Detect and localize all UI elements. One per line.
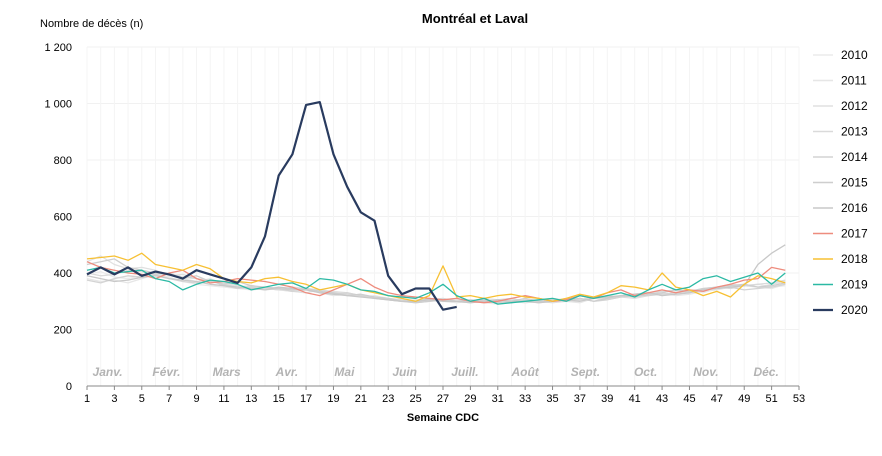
month-label: Août xyxy=(510,365,539,379)
series-lines xyxy=(86,100,786,311)
series-line-2018 xyxy=(86,252,786,302)
x-tick-label: 19 xyxy=(327,393,339,405)
x-tick-label: 3 xyxy=(111,393,117,405)
x-tick-label: 13 xyxy=(245,393,257,405)
legend-label-2017: 2017 xyxy=(841,227,868,241)
x-tick-label: 23 xyxy=(382,393,394,405)
x-tick-label: 35 xyxy=(546,393,558,405)
month-labels: Janv. Févr. Mars Avr. Mai Juin Juill. Août Sept.… xyxy=(93,365,779,379)
y-tick-label: 200 xyxy=(54,325,72,337)
legend-label-2015: 2015 xyxy=(841,176,868,190)
legend: 2010 2011 2012 2013 2014 2015 2016 2017 2018 2019… xyxy=(813,48,868,317)
series-line-2019 xyxy=(86,266,786,305)
x-tick-label: 41 xyxy=(629,393,641,405)
x-tick-label: 37 xyxy=(574,393,586,405)
y-axis-ticks: 0 200 400 600 800 1 000 1 200 xyxy=(44,42,72,393)
x-axis-label: Semaine CDC xyxy=(407,412,479,424)
x-tick-label: 49 xyxy=(738,393,750,405)
x-tick-label: 27 xyxy=(437,393,449,405)
x-tick-label: 21 xyxy=(355,393,367,405)
month-label: Mars xyxy=(213,365,241,379)
y-tick-label: 600 xyxy=(54,212,72,224)
x-tick-label: 47 xyxy=(711,393,723,405)
month-label: Janv. xyxy=(93,365,123,379)
x-tick-label: 15 xyxy=(273,393,285,405)
x-tick-label: 7 xyxy=(166,393,172,405)
legend-label-2010: 2010 xyxy=(841,48,868,62)
month-label: Mai xyxy=(334,365,355,379)
legend-label-2018: 2018 xyxy=(841,252,868,266)
y-tick-label: 1 000 xyxy=(44,99,72,111)
y-tick-label: 800 xyxy=(54,155,72,167)
y-tick-label: 400 xyxy=(54,268,72,280)
legend-label-2014: 2014 xyxy=(841,150,868,164)
legend-label-2012: 2012 xyxy=(841,99,868,113)
legend-label-2019: 2019 xyxy=(841,278,868,292)
y-tick-label: 0 xyxy=(66,381,72,393)
legend-label-2011: 2011 xyxy=(841,74,867,88)
month-label: Nov. xyxy=(693,365,718,379)
x-tick-label: 43 xyxy=(656,393,668,405)
month-label: Juin xyxy=(392,365,417,379)
x-axis: 1 3 5 7 9 11 13 15 17 19 21 23 25 27 29 31 33 35 37 39 41 43 4… xyxy=(84,385,805,405)
x-tick-label: 9 xyxy=(193,393,199,405)
legend-label-2013: 2013 xyxy=(841,125,868,139)
x-tick-label: 11 xyxy=(218,393,229,405)
month-label: Sept. xyxy=(571,365,600,379)
month-label: Avr. xyxy=(275,365,299,379)
x-tick-label: 29 xyxy=(464,393,476,405)
x-tick-label: 31 xyxy=(492,393,504,405)
x-tick-label: 53 xyxy=(793,393,805,405)
legend-label-2020: 2020 xyxy=(841,303,868,317)
month-label: Déc. xyxy=(753,365,778,379)
x-tick-label: 33 xyxy=(519,393,531,405)
x-tick-label: 51 xyxy=(765,393,777,405)
month-label: Oct. xyxy=(634,365,657,379)
x-tick-label: 5 xyxy=(139,393,145,405)
gridlines xyxy=(86,46,800,386)
x-tick-label: 17 xyxy=(300,393,312,405)
x-tick-label: 45 xyxy=(683,393,695,405)
legend-label-2016: 2016 xyxy=(841,201,868,215)
y-axis-label: Nombre de décès (n) xyxy=(40,18,143,30)
chart-title: Montréal et Laval xyxy=(422,11,528,26)
month-label: Févr. xyxy=(152,365,180,379)
x-tick-label: 39 xyxy=(601,393,613,405)
month-label: Juill. xyxy=(451,365,478,379)
x-tick-label: 25 xyxy=(409,393,421,405)
x-tick-label: 1 xyxy=(84,393,90,405)
series-line-2020 xyxy=(86,100,457,311)
y-tick-label: 1 200 xyxy=(44,42,72,54)
